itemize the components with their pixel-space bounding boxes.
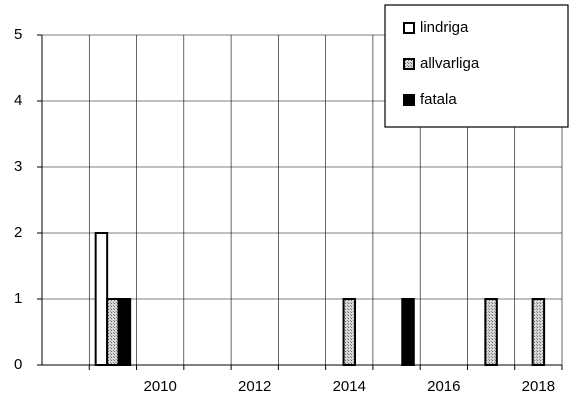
bar [531, 298, 546, 366]
bar [94, 232, 109, 366]
legend-box [384, 4, 569, 128]
y-tick-label: 4 [14, 92, 22, 109]
y-tick-label: 0 [14, 356, 22, 373]
y-tick-label: 2 [14, 224, 22, 241]
legend-label: lindriga [420, 19, 469, 36]
x-tick-label: 2018 [522, 378, 555, 395]
x-tick-label: 2014 [333, 378, 366, 395]
legend-swatch [403, 58, 415, 70]
x-tick-label: 2012 [238, 378, 271, 395]
bar [484, 298, 498, 366]
x-tick-label: 2010 [143, 378, 176, 395]
x-tick-label: 2016 [427, 378, 460, 395]
legend-swatch [403, 22, 415, 34]
legend-swatch [403, 94, 415, 106]
bar [401, 298, 415, 366]
y-tick-label: 5 [14, 26, 22, 43]
y-tick-label: 1 [14, 290, 22, 307]
y-tick-label: 3 [14, 158, 22, 175]
legend-label: fatala [420, 91, 457, 108]
bar [106, 298, 120, 366]
bar [342, 298, 357, 366]
bar [117, 298, 132, 366]
legend-label: allvarliga [420, 55, 480, 72]
